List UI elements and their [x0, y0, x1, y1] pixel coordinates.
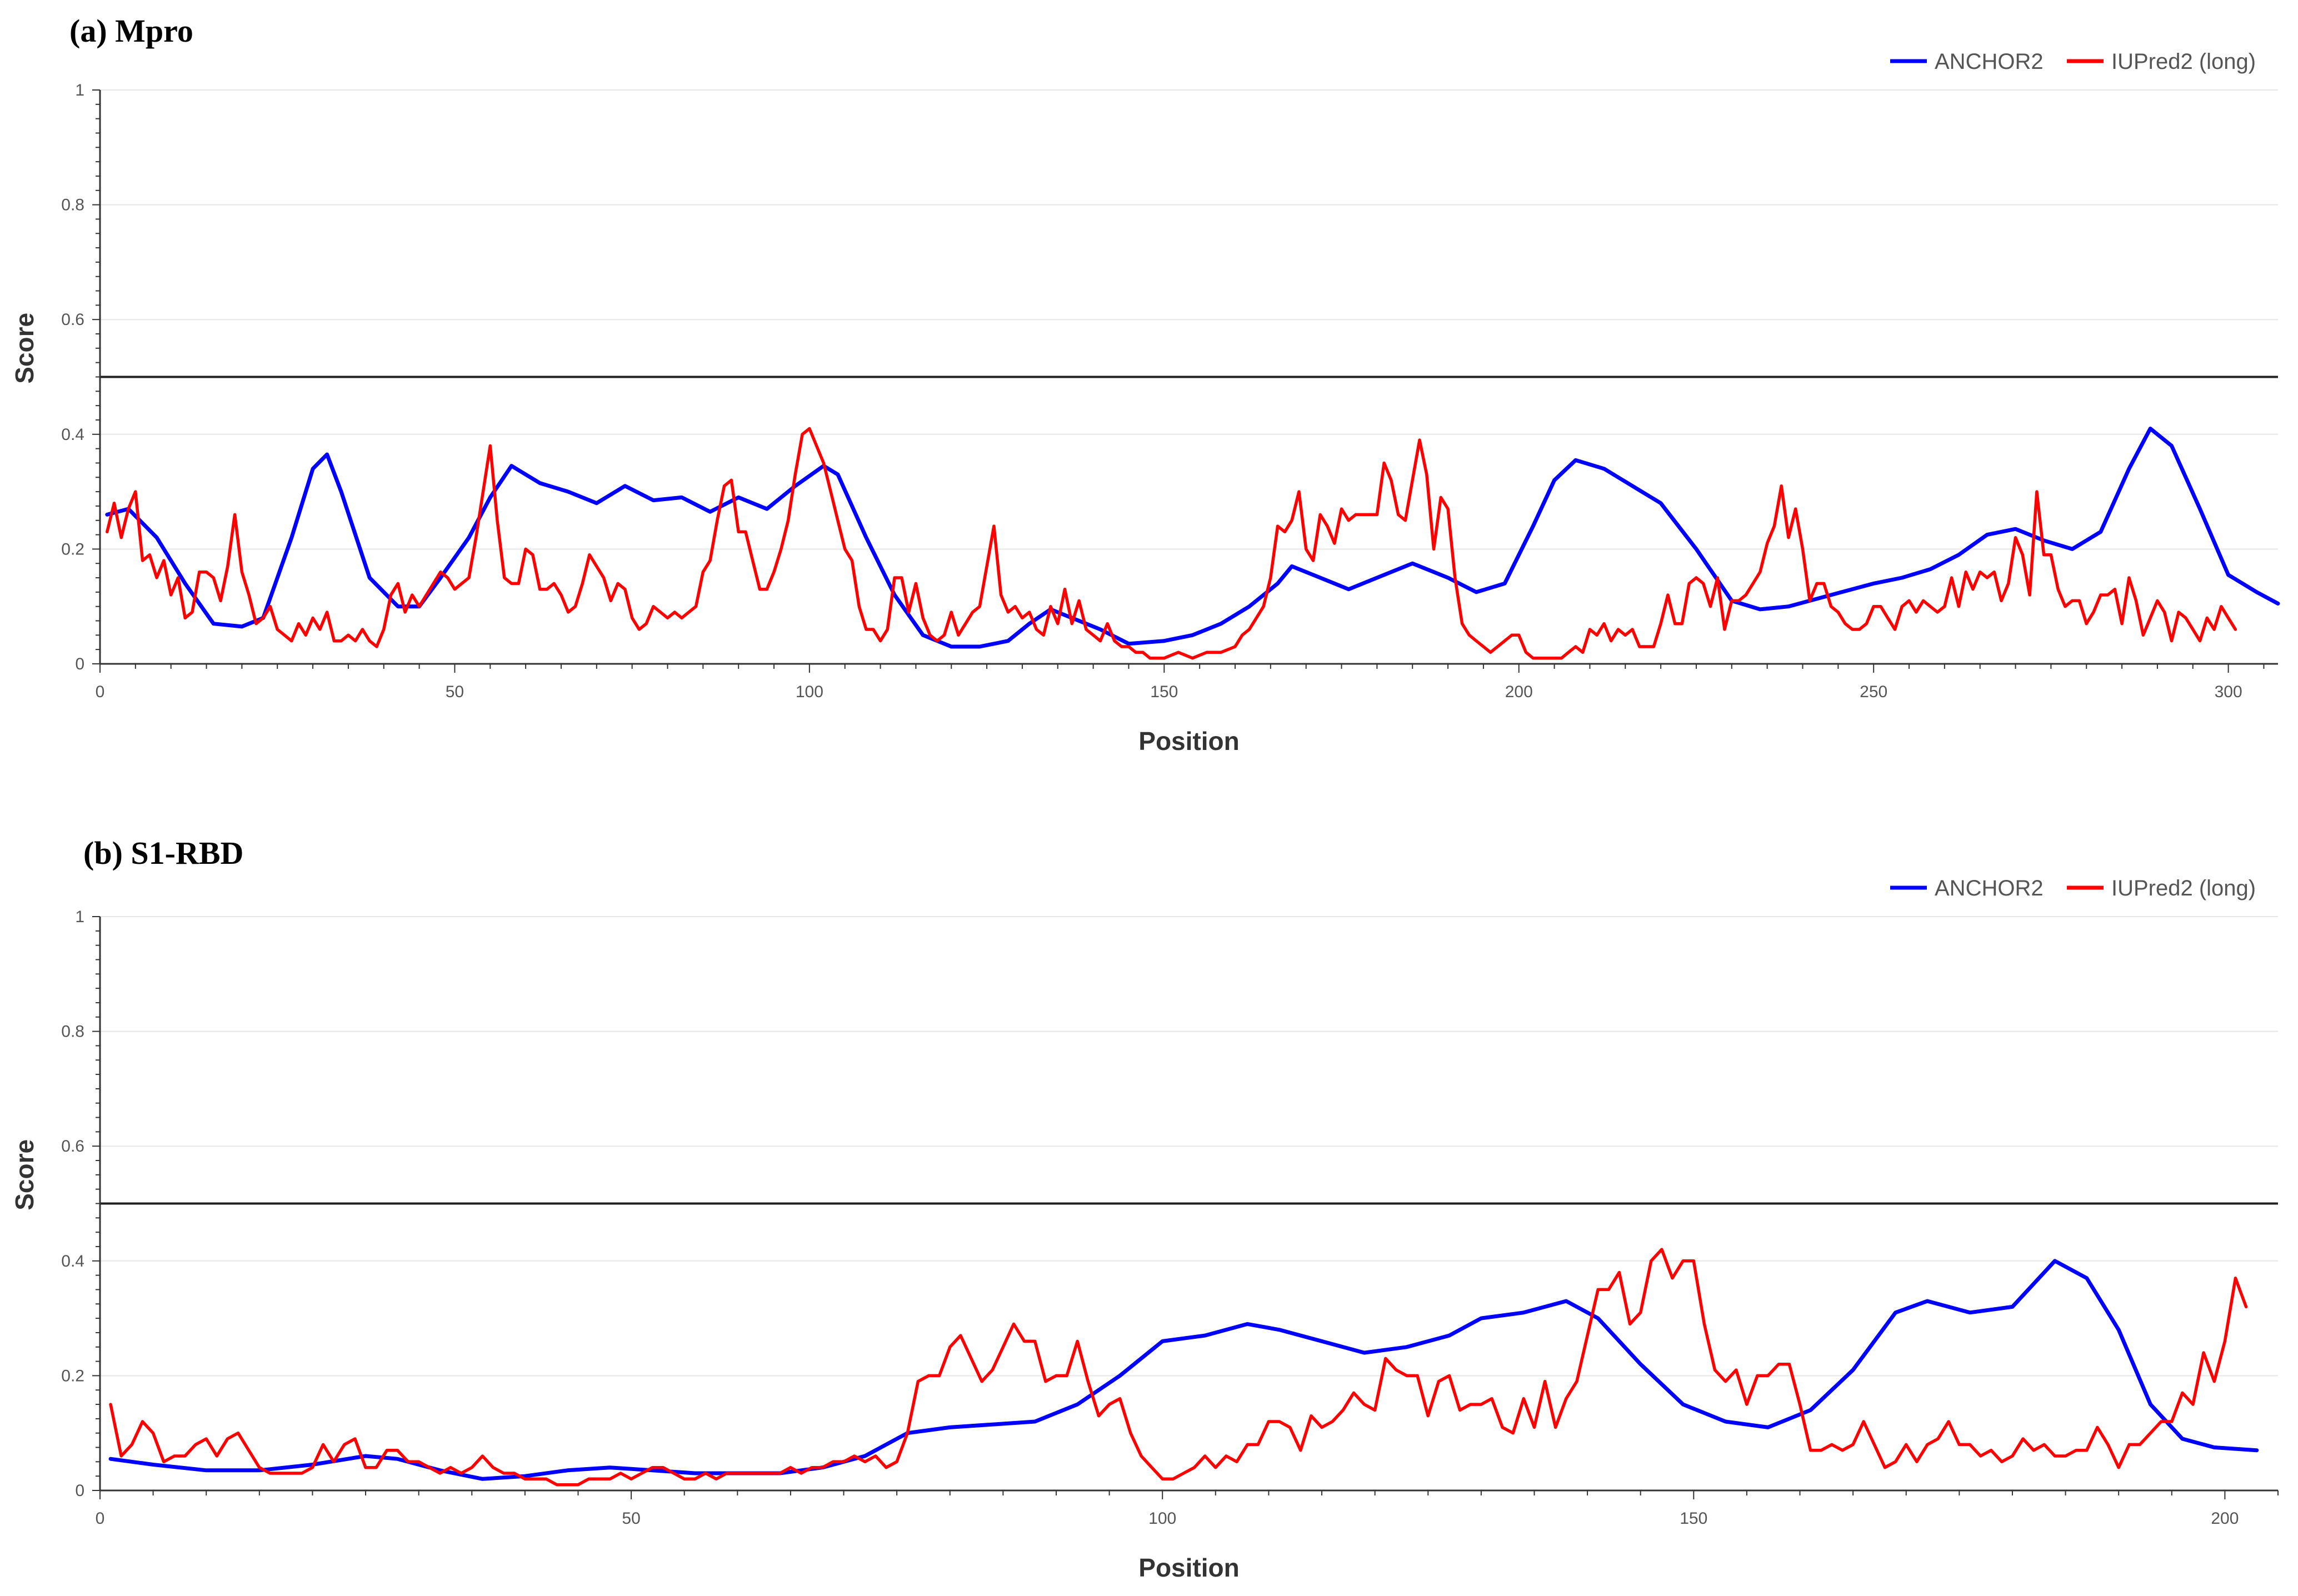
y-tick-label: 0.6: [61, 311, 84, 329]
y-tick-label: 0.8: [61, 1023, 84, 1041]
y-tick-label: 0.6: [61, 1137, 84, 1155]
x-tick-label: 50: [622, 1509, 640, 1528]
series-group: [105, 427, 2280, 660]
x-tick-label: 50: [446, 683, 464, 701]
grid: [100, 916, 2278, 1377]
y-tick-label: 0.2: [61, 540, 84, 558]
x-tick-label: 150: [1680, 1509, 1707, 1528]
x-tick-label: 150: [1150, 683, 1178, 701]
y-tick-label: 0.8: [61, 196, 84, 214]
legend-label-anchor2: ANCHOR2: [1935, 876, 2044, 900]
y-tick-label: 0.4: [61, 426, 84, 444]
x-tick-label: 100: [1148, 1509, 1176, 1528]
x-tick-label: 0: [96, 1509, 105, 1528]
y-tick-label: 0.4: [61, 1252, 84, 1270]
x-tick-label: 0: [96, 683, 105, 701]
panel-title: (b) S1-RBD: [83, 835, 243, 871]
grid: [100, 89, 2278, 550]
legend: ANCHOR2 IUPred2 (long): [1890, 49, 2256, 74]
y-tick-label: 1: [75, 908, 84, 926]
x-tick-label: 300: [2215, 683, 2242, 701]
panel-s1-rbd: (b) S1-RBD 0 0.2 0.4 0.6 0.8 1 0 50 100 150 200 Po…: [10, 835, 2279, 1582]
y-tick-label: 1: [75, 81, 84, 99]
series-line-iupred2: [109, 1248, 2248, 1487]
y-axis-title: Score: [10, 1139, 39, 1210]
y-tick-label: 0.2: [61, 1367, 84, 1385]
x-tick-label: 200: [1505, 683, 1533, 701]
series-group: [108, 1248, 2259, 1487]
legend-label-iupred2: IUPred2 (long): [2111, 876, 2256, 900]
legend-label-anchor2: ANCHOR2: [1935, 49, 2044, 74]
panel-title: (a) Mpro: [69, 13, 193, 49]
ticks: 0 0.2 0.4 0.6 0.8 1 0 50 100 150 200: [61, 908, 2279, 1528]
y-axis-title: Score: [10, 313, 39, 384]
panel-mpro: (a) Mpro 0 0.2 0.4 0.6 0.8 1 0 50 100 150 200 250 30…: [10, 13, 2280, 756]
x-axis-title: Position: [1138, 1553, 1239, 1582]
series-line-anchor2: [108, 1259, 2259, 1481]
series-line-iupred2: [106, 427, 2237, 660]
x-tick-label: 250: [1860, 683, 1887, 701]
x-tick-label: 200: [2211, 1509, 2239, 1528]
ticks: 0 0.2 0.4 0.6 0.8 1 0 50 100 150 200 250 300: [61, 81, 2265, 701]
x-tick-label: 100: [796, 683, 823, 701]
legend: ANCHOR2 IUPred2 (long): [1890, 876, 2256, 900]
series-line-anchor2: [105, 427, 2280, 649]
y-tick-label: 0: [75, 655, 84, 673]
x-axis-title: Position: [1138, 727, 1239, 756]
legend-label-iupred2: IUPred2 (long): [2111, 49, 2256, 74]
y-tick-label: 0: [75, 1482, 84, 1500]
